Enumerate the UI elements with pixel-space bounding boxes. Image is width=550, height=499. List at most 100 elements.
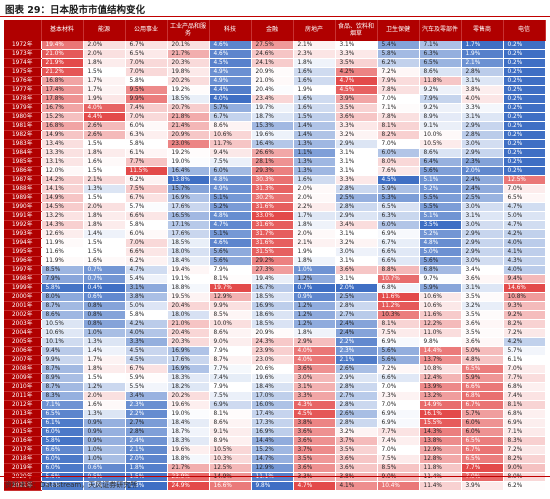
value-cell: 14.7% [251,454,294,464]
value-cell: 0.8% [83,310,126,320]
value-cell: 4.9% [209,76,252,86]
value-cell: 2.3% [461,157,504,167]
value-cell: 10.6% [419,301,462,311]
value-cell: 9.2% [419,85,462,95]
header-cell: 汽车及零部件 [419,20,462,41]
year-cell: 2006年 [4,346,42,356]
value-cell: 19.7% [209,283,252,293]
value-cell: 2.9% [461,121,504,131]
value-cell: 11.2% [377,301,420,311]
value-cell: 4.1% [335,481,378,491]
value-cell: 6.1% [41,481,84,491]
value-cell: 7.1% [419,41,462,50]
value-cell: 4.9% [209,184,252,194]
value-cell: 1.9% [461,49,504,59]
value-cell: 30.2% [251,193,294,203]
value-cell: 16.6% [209,481,252,491]
value-cell: 4.5% [377,175,420,185]
year-cell: 2017年 [4,445,42,455]
table-row: 2007年 9.9% 1.7% 4.5% 17.6% 8.7% 23.0% 4.0% 2.1% 5… [4,355,546,365]
value-cell: 10.7% [377,274,420,284]
value-cell: 18.5% [251,292,294,302]
value-cell: 3.1% [335,148,378,158]
value-cell: 0.2% [503,67,546,77]
value-cell: 8.7% [41,301,84,311]
value-cell: 7.2% [503,445,546,455]
value-cell: 2.8% [461,130,504,140]
value-cell: 23.9% [251,346,294,356]
value-cell: 2.9% [335,211,378,221]
value-cell: 3.2% [461,301,504,311]
value-cell: 16.5% [167,211,210,221]
value-cell: 8.0% [377,157,420,167]
value-cell: 24.1% [251,58,294,68]
value-cell: 3.5% [419,220,462,230]
value-cell: 1.5% [83,238,126,248]
value-cell: 4.0% [503,238,546,248]
value-cell: 1.3% [83,337,126,347]
value-cell: 4.5% [293,409,336,419]
header-cell: 工业产品和服务 [167,20,210,41]
value-cell: 7.0% [125,238,168,248]
value-cell: 0.7% [83,274,126,284]
value-cell: 9.0% [377,472,420,482]
value-cell: 19.6% [251,373,294,383]
value-cell: 1.3% [125,481,168,491]
value-cell: 3.8% [293,418,336,428]
value-cell: 5.6% [41,472,84,482]
value-cell: 5.6% [377,346,420,356]
value-cell: 11.8% [419,76,462,86]
value-cell: 20.7% [167,103,210,113]
value-cell: 3.6% [293,436,336,446]
year-cell: 1987年 [4,175,42,185]
value-cell: 4.2% [335,67,378,77]
value-cell: 4.4% [83,112,126,122]
table-row: 1981年 16.8% 2.6% 6.0% 21.4% 8.6% 15.3% 1.4% 3.3%… [4,121,546,131]
value-cell: 16.9% [167,193,210,203]
value-cell: 16.9% [167,346,210,356]
value-cell: 21.7% [167,49,210,59]
value-cell: 14.9% [209,472,252,482]
value-cell: 3.5% [461,310,504,320]
year-cell: 2014年 [4,418,42,428]
value-cell: 6.8% [503,382,546,392]
value-cell: 3.6% [293,427,336,437]
value-cell: 1.4% [293,130,336,140]
value-cell: 3.7% [335,436,378,446]
value-cell: 9.0% [209,337,252,347]
value-cell: 2.9% [461,148,504,158]
value-cell: 9.9% [125,94,168,104]
value-cell: 7.0% [503,364,546,374]
value-cell: 0.8% [83,319,126,329]
value-cell: 27.5% [251,41,294,50]
value-cell: 5.5% [125,382,168,392]
value-cell: 3.1% [335,157,378,167]
table-row: 2020年 5.6% 0.5% 1.5% 23.9% 14.9% 11.1% 3.3% 3.8%… [4,472,546,482]
value-cell: 16.1% [419,409,462,419]
value-cell: 4.2% [125,319,168,329]
value-cell: 1.6% [83,256,126,266]
value-cell: 11.6% [419,310,462,320]
value-cell: 5.1% [419,211,462,221]
value-cell: 7.8% [377,85,420,95]
value-cell: 4.3% [293,400,336,410]
value-cell: 8.1% [503,400,546,410]
table-row: 2018年 6.0% 1.0% 2.0% 18.8% 10.3% 14.7% 3.5% 3.6%… [4,454,546,464]
value-cell: 12.8% [419,454,462,464]
value-cell: 0.7% [293,283,336,293]
value-cell: 10.5% [209,445,252,455]
value-cell: 3.1% [335,229,378,239]
value-cell: 5.9% [377,184,420,194]
value-cell: 2.6% [83,130,126,140]
value-cell: 12.5% [503,175,546,185]
table-row: 1982年 14.9% 2.6% 6.3% 20.9% 10.6% 19.6% 1.4% 3.2… [4,130,546,140]
value-cell: 18.3% [167,373,210,383]
value-cell: 1.8% [293,58,336,68]
value-cell: 7.0% [377,94,420,104]
value-cell: 2.9% [461,229,504,239]
value-cell: 4.0% [293,346,336,356]
value-cell: 1.8% [83,211,126,221]
value-cell: 1.0% [83,445,126,455]
value-cell: 17.6% [167,202,210,212]
table-row: 1995年 11.6% 1.5% 6.6% 18.0% 5.6% 31.5% 1.9% 3.0%… [4,247,546,257]
